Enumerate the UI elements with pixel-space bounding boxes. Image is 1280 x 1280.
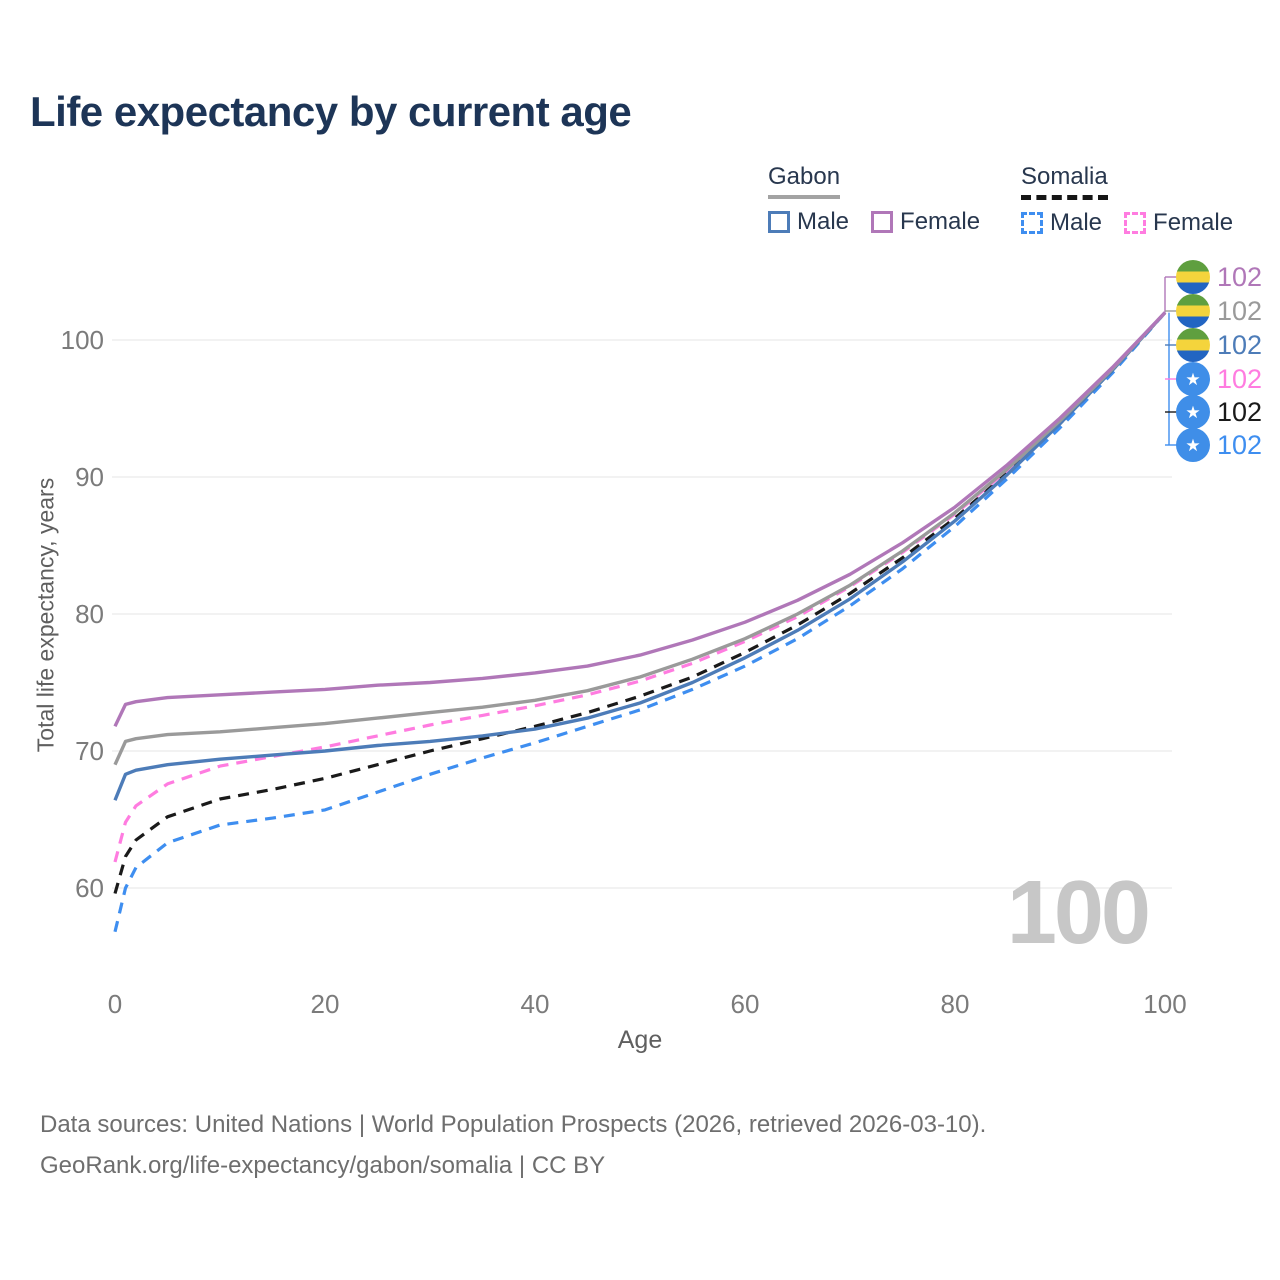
legend-item-gabon-male[interactable]: Male (768, 208, 849, 236)
x-tick-label-100: 100 (1143, 989, 1186, 1019)
somalia-male-swatch-icon (1021, 212, 1043, 234)
x-tick-label-40: 40 (521, 989, 550, 1019)
legend-country-gabon: Gabon (768, 163, 841, 199)
x-tick-label-20: 20 (311, 989, 340, 1019)
legend-item-somalia-female[interactable]: Female (1124, 209, 1233, 237)
series-line-gabon-male (113, 311, 1167, 801)
legend-label: Male (797, 208, 850, 235)
series-line-gabon-female (113, 311, 1167, 728)
series-line-somalia-male (113, 311, 1167, 933)
footer: Data sources: United Nations | World Pop… (40, 1104, 986, 1187)
legend-label: Male (1050, 209, 1103, 236)
series-line-somalia-both-sexes (113, 311, 1167, 894)
x-tick-label-60: 60 (731, 989, 760, 1019)
x-axis-title: Age (617, 1026, 663, 1054)
series-line-somalia-female (113, 311, 1167, 863)
end-value: 102 (1217, 396, 1263, 427)
x-tick-label-0: 0 (108, 989, 122, 1019)
end-label-gabon-all: 102 (1176, 294, 1262, 328)
series-line-gabon-both-sexes (113, 311, 1167, 766)
gabon-male-swatch-icon (768, 211, 790, 233)
y-tick-label-80: 80 (75, 599, 104, 629)
y-axis-title: Total life expectancy, years (32, 477, 59, 753)
end-value: 102 (1217, 429, 1263, 460)
page-title: Life expectancy by current age (30, 88, 632, 135)
somalia-female-swatch-icon (1124, 212, 1147, 234)
legend-group-somalia: Somalia Male Female (1021, 163, 1233, 237)
x-tick-label-80: 80 (941, 989, 970, 1019)
end-value: 102 (1217, 363, 1263, 394)
end-label-somalia-female: ★ 102 (1176, 362, 1262, 396)
somalia-flag-icon: ★ (1176, 428, 1210, 462)
legend-group-gabon: Gabon Male Female (768, 163, 980, 236)
y-tick-label-70: 70 (75, 736, 104, 766)
end-label-gabon-male: 102 (1176, 328, 1262, 362)
end-label-somalia-male: ★ 102 (1176, 428, 1262, 462)
y-tick-label-60: 60 (75, 873, 104, 903)
end-label-gabon-female: 102 (1176, 260, 1262, 294)
legend-country-somalia: Somalia (1021, 163, 1108, 200)
legend-label: Female (900, 208, 981, 235)
age-counter-watermark: 100 (1006, 863, 1151, 963)
y-tick-label-100: 100 (61, 325, 104, 355)
end-value: 102 (1217, 261, 1263, 292)
legend-label: Female (1153, 209, 1234, 236)
footer-sources: Data sources: United Nations | World Pop… (40, 1111, 987, 1138)
somalia-flag-icon: ★ (1176, 362, 1210, 396)
gabon-flag-icon (1176, 328, 1210, 362)
legend-item-somalia-male[interactable]: Male (1021, 209, 1102, 237)
end-label-somalia-all: ★ 102 (1176, 395, 1262, 429)
gabon-flag-icon (1176, 294, 1210, 328)
y-tick-label-90: 90 (75, 462, 104, 492)
somalia-flag-icon: ★ (1176, 395, 1210, 429)
footer-attribution: GeoRank.org/life-expectancy/gabon/somali… (40, 1152, 606, 1180)
legend-item-gabon-female[interactable]: Female (871, 208, 980, 236)
gabon-flag-icon (1176, 260, 1210, 294)
end-value: 102 (1217, 329, 1263, 360)
end-value: 102 (1217, 295, 1263, 326)
gabon-female-swatch-icon (871, 211, 894, 233)
